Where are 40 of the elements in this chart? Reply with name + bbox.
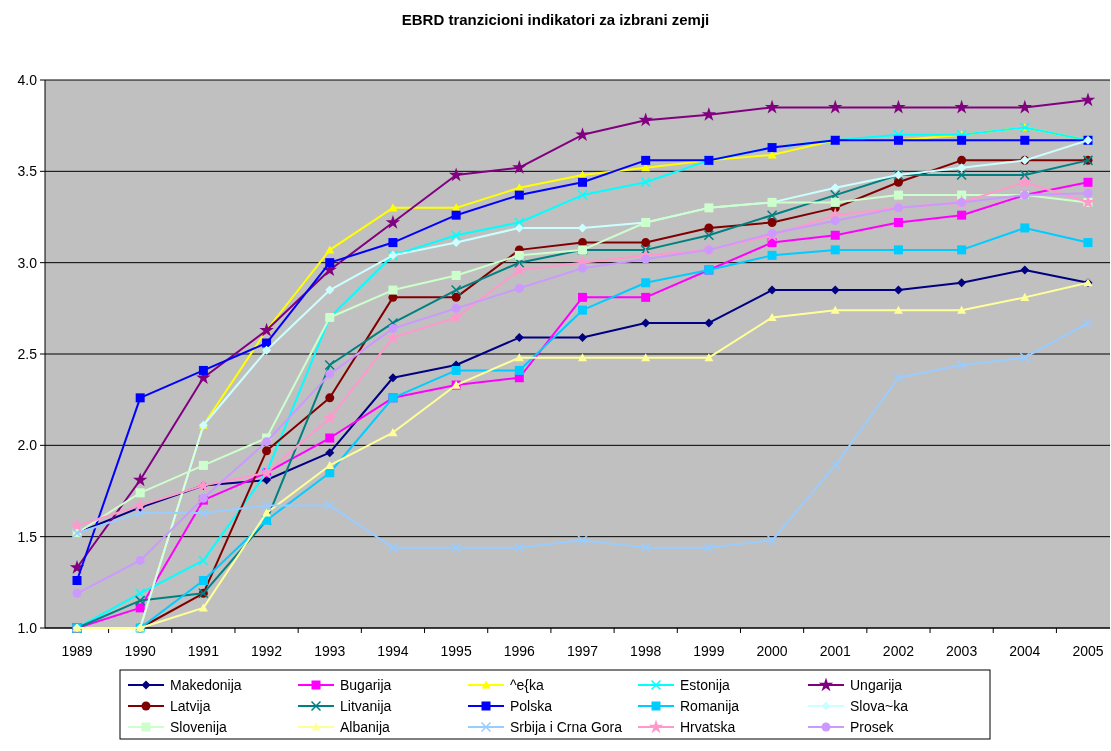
x-tick-label: 2004 (1009, 643, 1041, 659)
x-tick-label: 1995 (440, 643, 472, 659)
y-tick-label: 3.5 (17, 163, 38, 180)
x-tick-label: 2000 (756, 643, 788, 659)
x-tick-label: 2005 (1072, 643, 1104, 659)
legend-label: Latvija (170, 697, 211, 714)
x-tick-label: 1990 (124, 643, 156, 659)
y-tick-label: 1.5 (17, 528, 38, 545)
x-tick-label: 2001 (819, 643, 852, 659)
legend-label: Romanija (680, 697, 740, 714)
legend-label: Litvanija (340, 697, 392, 714)
y-tick-label: 2.0 (17, 437, 38, 454)
legend-label: ^e{ka (510, 676, 545, 693)
chart-title: EBRD tranzicioni indikatori za izbrani zemji (401, 11, 710, 28)
x-tick-label: 1992 (250, 643, 283, 659)
legend-label: Ungarija (850, 676, 903, 693)
y-tick-label: 4.0 (17, 71, 38, 88)
legend-label: Makedonija (170, 676, 242, 693)
x-tick-label: 2002 (882, 643, 915, 659)
legend-label: Albanija (340, 718, 391, 735)
y-tick-label: 2.5 (17, 345, 38, 362)
legend-label: Prosek (850, 718, 895, 735)
legend-label: Polska (510, 697, 553, 714)
x-tick-label: 2003 (946, 643, 978, 659)
x-tick-label: 1994 (377, 643, 409, 659)
x-tick-label: 1996 (503, 643, 536, 659)
y-tick-label: 3.0 (17, 254, 38, 271)
x-tick-label: 1999 (693, 643, 725, 659)
x-tick-label: 1998 (630, 643, 662, 659)
x-tick-label: 1991 (187, 643, 220, 659)
legend-label: Slovenija (170, 718, 228, 735)
x-tick-label: 1997 (566, 643, 599, 659)
x-tick-label: 1993 (314, 643, 346, 659)
y-tick-label: 1.0 (17, 619, 38, 636)
legend-label: Slova~ka (850, 697, 909, 714)
legend-label: Hrvatska (680, 718, 736, 735)
x-tick-label: 1989 (61, 643, 93, 659)
legend-label: Srbija i Crna Gora (510, 718, 623, 735)
legend-label: Bugarija (340, 676, 392, 693)
legend-label: Estonija (680, 676, 731, 693)
